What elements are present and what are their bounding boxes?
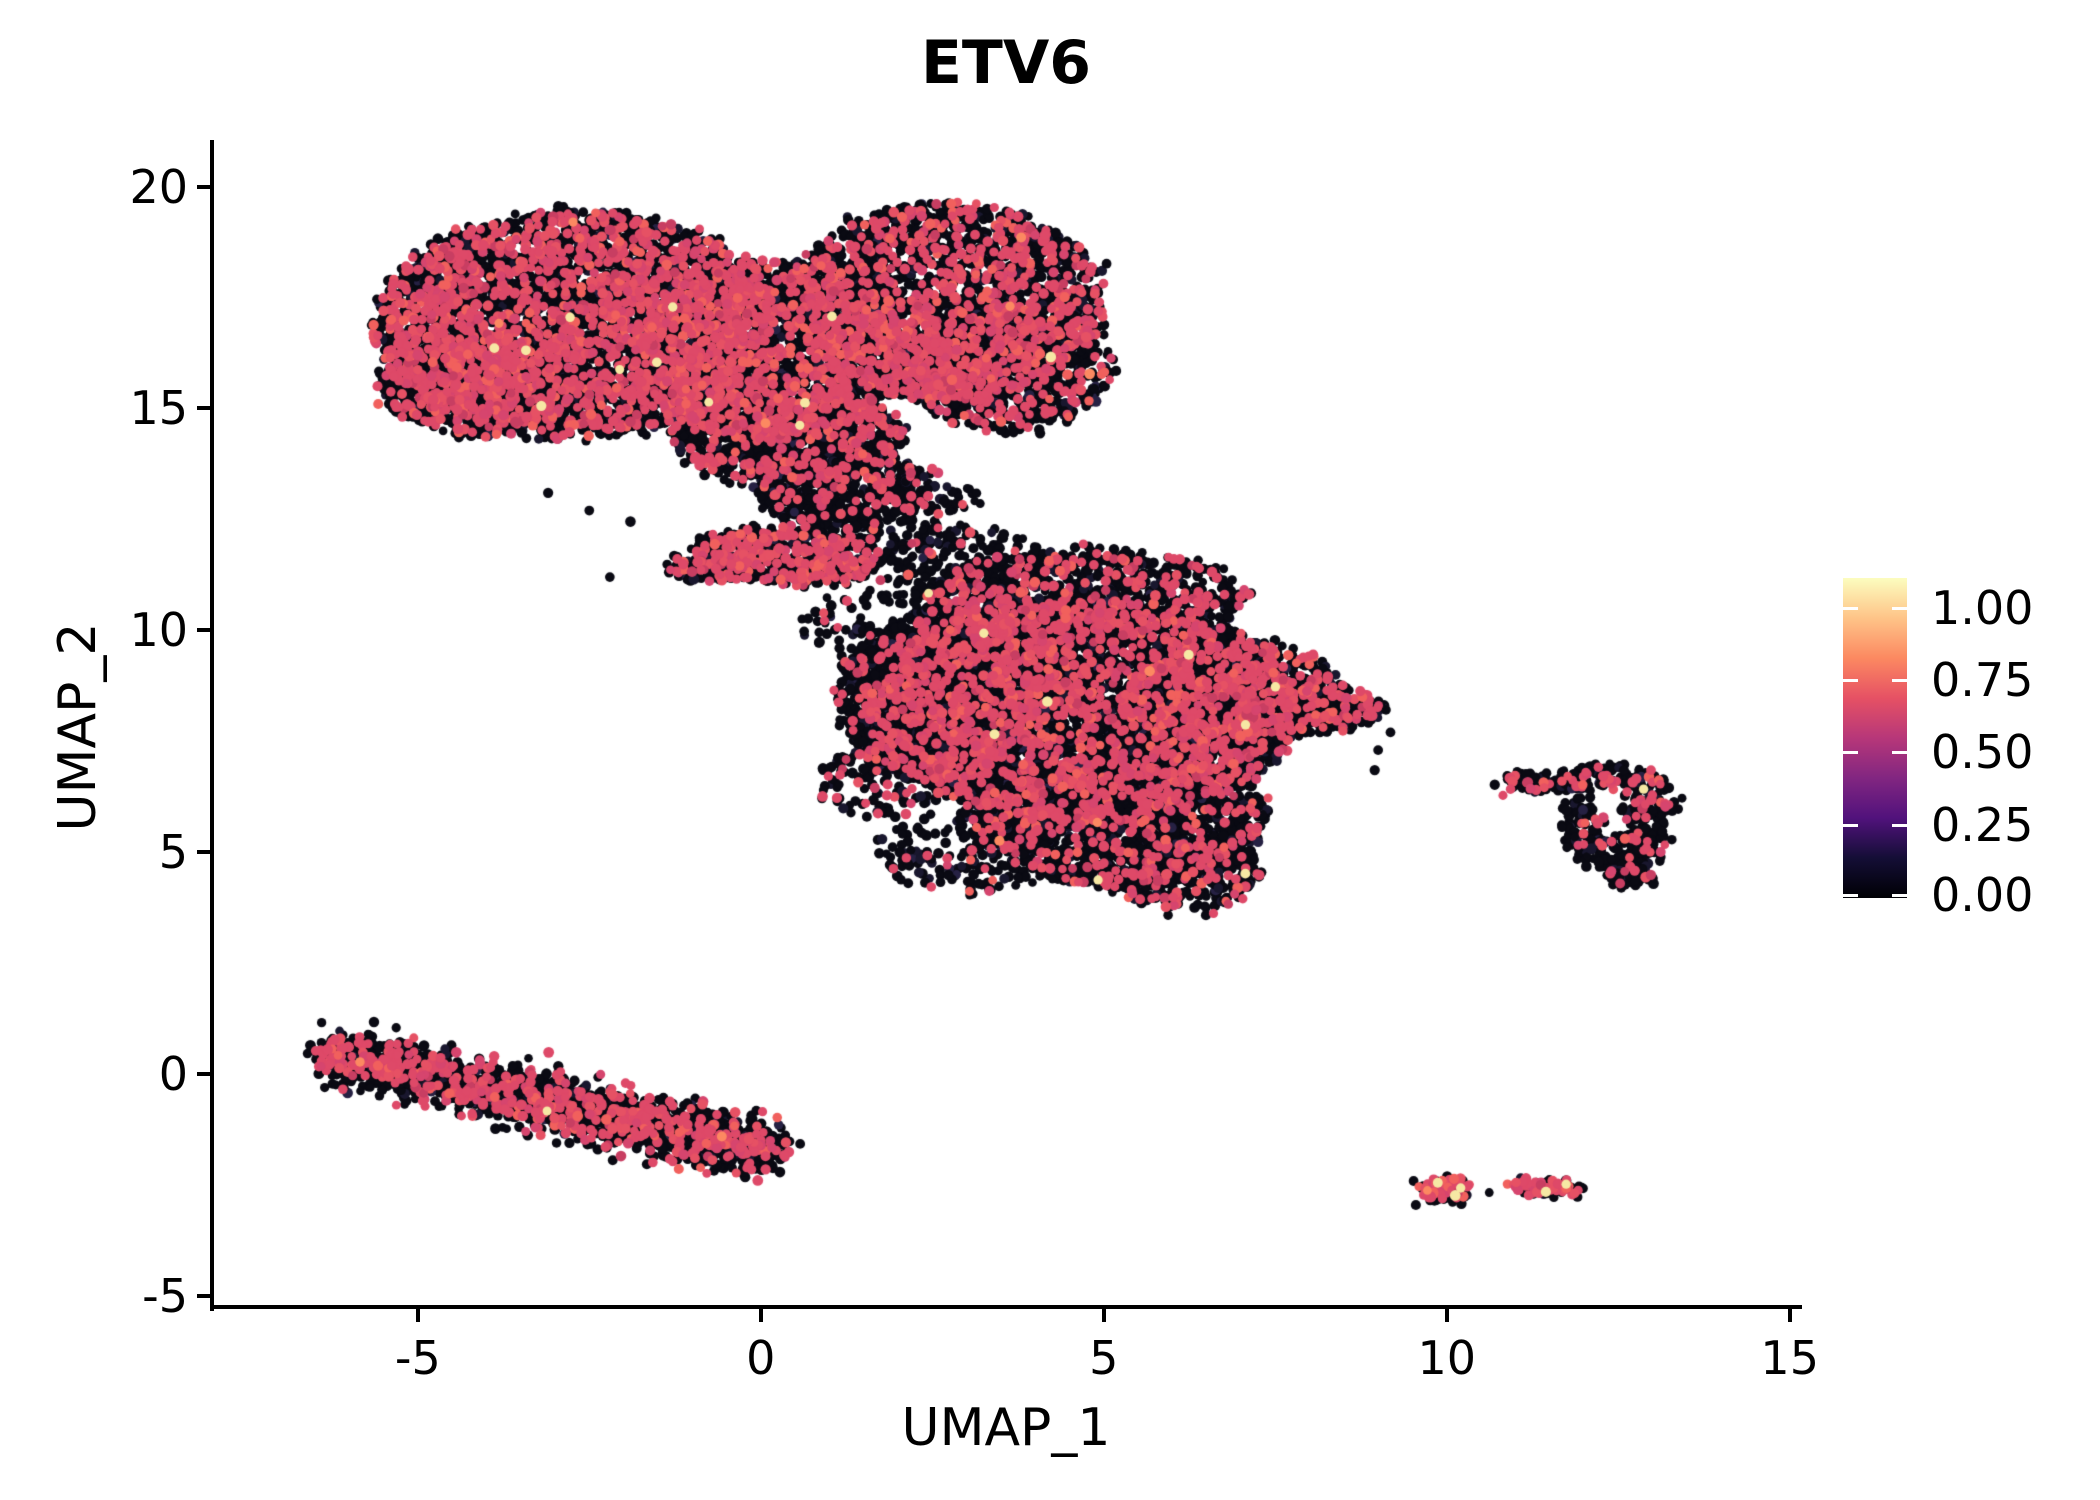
colorbar-tick-mark <box>1843 606 1858 610</box>
y-tick-mark <box>197 628 210 633</box>
y-tick-mark <box>197 1293 210 1298</box>
colorbar-tick-mark <box>1843 823 1858 827</box>
y-tick-mark <box>197 850 210 855</box>
colorbar-tick-mark <box>1892 750 1907 754</box>
y-tick-mark <box>197 184 210 189</box>
y-axis-line <box>210 140 214 1311</box>
y-tick-mark <box>197 406 210 411</box>
plot-title: ETV6 <box>920 28 1092 98</box>
x-tick-mark <box>415 1309 420 1322</box>
colorbar-tick-mark <box>1843 893 1858 897</box>
y-tick-label: 20 <box>129 159 188 214</box>
y-tick-mark <box>197 1072 210 1077</box>
y-axis-title: UMAP_2 <box>48 622 108 832</box>
colorbar-tick-mark <box>1892 678 1907 682</box>
y-tick-label: 5 <box>158 825 188 880</box>
legend-tick-label: 0.00 <box>1931 868 2034 923</box>
legend-tick-label: 1.00 <box>1931 581 2034 636</box>
y-tick-label: 15 <box>129 381 188 436</box>
colorbar-tick-mark <box>1892 823 1907 827</box>
x-tick-label: -5 <box>394 1331 441 1385</box>
y-tick-label: 10 <box>129 603 188 658</box>
x-tick-label: 10 <box>1417 1331 1476 1385</box>
colorbar-tick-mark <box>1843 678 1858 682</box>
legend-tick-label: 0.25 <box>1931 798 2034 853</box>
x-tick-mark <box>1444 1309 1449 1322</box>
colorbar-tick-mark <box>1843 750 1858 754</box>
x-axis-title: UMAP_1 <box>901 1398 1111 1458</box>
x-tick-mark <box>1101 1309 1106 1322</box>
colorbar-tick-mark <box>1892 606 1907 610</box>
legend-tick-label: 0.75 <box>1931 653 2034 708</box>
y-tick-label: -5 <box>142 1268 188 1323</box>
x-tick-label: 15 <box>1760 1331 1819 1385</box>
expression-colorbar <box>1843 578 1907 898</box>
x-tick-label: 0 <box>746 1331 776 1385</box>
x-tick-mark <box>758 1309 763 1322</box>
legend-tick-label: 0.50 <box>1931 725 2034 780</box>
colorbar-tick-mark <box>1892 893 1907 897</box>
x-tick-mark <box>1787 1309 1792 1322</box>
x-axis-line <box>210 1305 1802 1309</box>
y-tick-label: 0 <box>158 1047 188 1102</box>
x-tick-label: 5 <box>1089 1331 1119 1385</box>
